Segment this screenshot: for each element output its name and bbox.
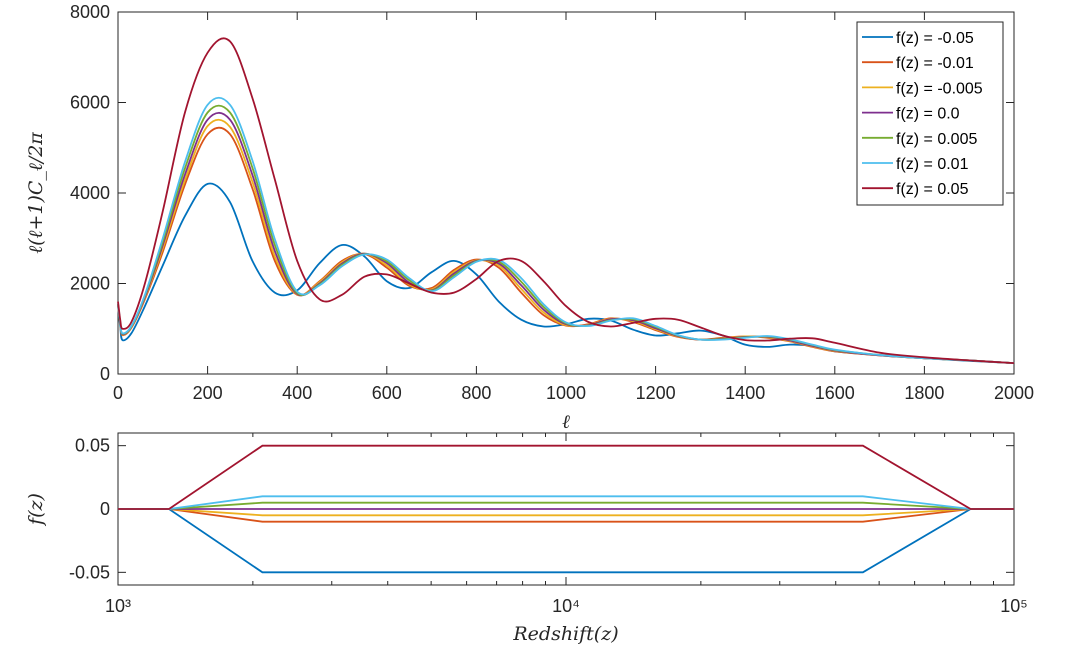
top-x-tick-label: 1600 bbox=[815, 383, 855, 403]
legend-label-4: f(z) = 0.005 bbox=[896, 131, 977, 148]
top-x-tick-label: 200 bbox=[193, 383, 223, 403]
bottom-series-line-0 bbox=[118, 508, 1014, 574]
bottom-x-axis-label: Redshift(z) bbox=[512, 623, 618, 645]
bottom-series-group bbox=[118, 444, 1014, 574]
bottom-y-tick-label: -0.05 bbox=[69, 562, 110, 582]
bottom-x-tick-label: 10⁴ bbox=[552, 596, 580, 616]
bottom-series-line-4 bbox=[118, 501, 1014, 510]
bottom-panel: 10³ 10⁴ 10⁵ 0.05 0 -0.05 Redshift(z) f(z) bbox=[25, 432, 1028, 645]
legend-label-6: f(z) = 0.05 bbox=[896, 181, 969, 198]
top-x-axis-label: ℓ bbox=[562, 411, 570, 433]
top-x-tick-label: 400 bbox=[282, 383, 312, 403]
legend: f(z) = -0.05 f(z) = -0.01 f(z) = -0.005 f(z… bbox=[856, 21, 1004, 206]
top-series-group bbox=[117, 37, 1015, 364]
bottom-y-axis-label: f(z) bbox=[25, 493, 47, 527]
bottom-y-tick-label: 0 bbox=[100, 499, 110, 519]
top-series-line-5 bbox=[117, 96, 1015, 364]
top-series-line-6 bbox=[117, 37, 1015, 364]
top-x-tick-label: 600 bbox=[372, 383, 402, 403]
bottom-x-ticks: 10³ 10⁴ 10⁵ bbox=[105, 433, 1028, 616]
legend-label-2: f(z) = -0.005 bbox=[896, 80, 983, 97]
bottom-y-tick-label: 0.05 bbox=[75, 436, 110, 456]
top-y-tick-label: 8000 bbox=[70, 2, 110, 22]
top-y-ticks: 0 2000 4000 6000 8000 bbox=[70, 2, 1014, 384]
top-y-tick-label: 4000 bbox=[70, 183, 110, 203]
top-x-tick-label: 1200 bbox=[636, 383, 676, 403]
bottom-x-tick-label: 10⁵ bbox=[1000, 596, 1027, 616]
top-y-tick-label: 6000 bbox=[70, 93, 110, 113]
top-x-tick-label: 1800 bbox=[904, 383, 944, 403]
top-y-tick-label: 0 bbox=[100, 364, 110, 384]
top-x-tick-label: 2000 bbox=[994, 383, 1034, 403]
legend-label-5: f(z) = 0.01 bbox=[896, 156, 969, 173]
bottom-series-line-6 bbox=[118, 444, 1014, 510]
top-y-axis-label: ℓ(ℓ+1)C_ℓ/2π bbox=[25, 132, 47, 254]
top-x-tick-label: 0 bbox=[113, 383, 123, 403]
top-y-tick-label: 2000 bbox=[70, 274, 110, 294]
bottom-series-line-2 bbox=[118, 508, 1014, 517]
top-x-tick-label: 1400 bbox=[725, 383, 765, 403]
bottom-x-tick-label: 10³ bbox=[105, 596, 131, 616]
top-x-ticks: 0 200 400 600 800 1000 1200 1400 1600 1800 2000 bbox=[113, 12, 1034, 403]
top-x-tick-label: 1000 bbox=[546, 383, 586, 403]
top-x-tick-label: 800 bbox=[461, 383, 491, 403]
legend-label-3: f(z) = 0.0 bbox=[896, 106, 960, 123]
legend-label-0: f(z) = -0.05 bbox=[896, 30, 974, 47]
top-series-line-0 bbox=[117, 182, 1015, 364]
legend-label-1: f(z) = -0.01 bbox=[896, 55, 974, 72]
bottom-y-ticks: 0.05 0 -0.05 bbox=[69, 436, 1014, 582]
top-panel: 0 200 400 600 800 1000 1200 1400 1600 1800 2000 0 2… bbox=[25, 2, 1034, 433]
